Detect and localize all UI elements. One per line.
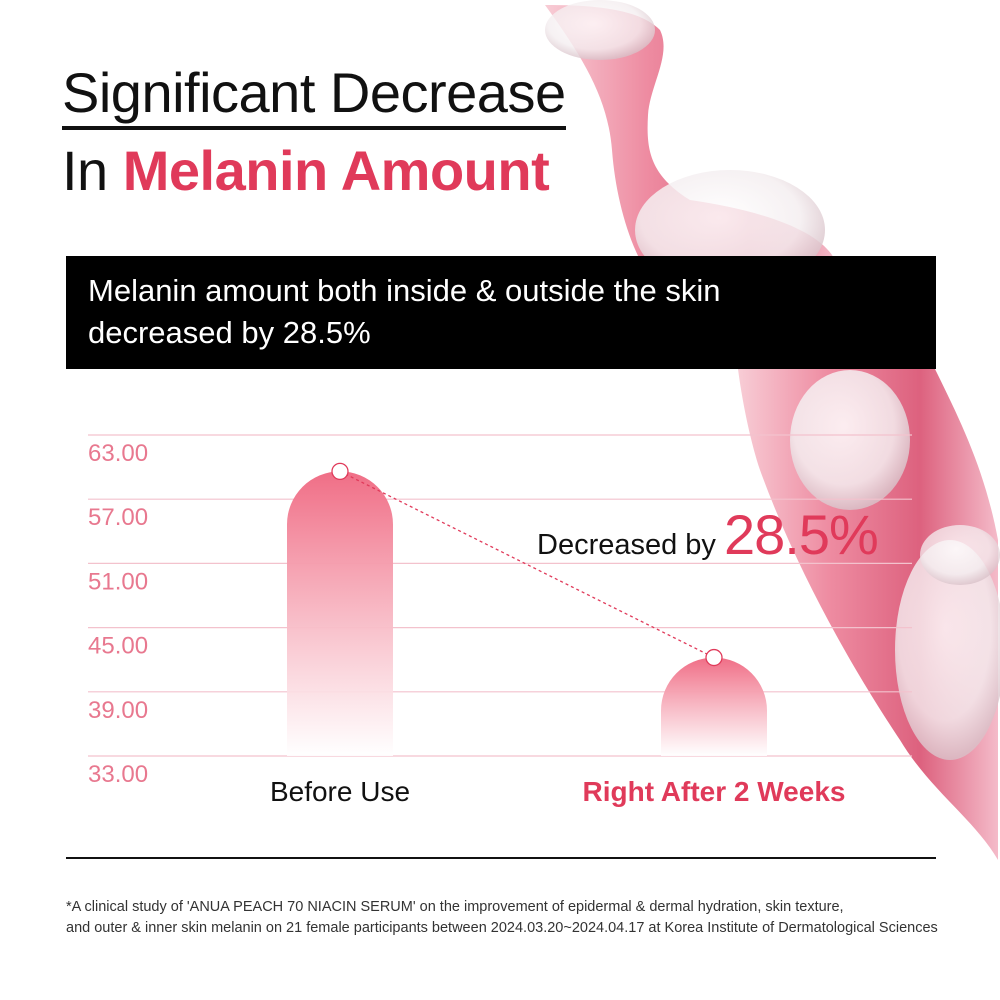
y-tick-label: 45.00 [88,633,148,660]
subtitle-accent: Melanin Amount [122,139,550,202]
footnote-line-1: *A clinical study of 'ANUA PEACH 70 NIAC… [66,899,844,915]
summary-line-1: Melanin amount both inside & outside the… [88,273,721,308]
y-tick-label: 33.00 [88,761,148,788]
summary-box: Melanin amount both inside & outside the… [66,256,936,369]
value-marker-1 [331,462,349,481]
y-tick-label: 39.00 [88,697,148,724]
x-category-label: Before Use [270,776,410,807]
bar-2 [661,657,767,756]
footnote: *A clinical study of 'ANUA PEACH 70 NIAC… [66,897,966,939]
decrease-callout: Decreased by 28.5% [537,502,879,567]
footer-divider [66,857,936,859]
page-title: Significant Decrease [62,62,566,130]
x-category-label: Right After 2 Weeks [583,776,846,807]
footnote-line-2: and outer & inner skin melanin on 21 fem… [66,920,938,936]
summary-line-2: decreased by 28.5% [88,315,371,350]
value-marker-2 [705,648,723,667]
trend-connector [339,470,715,659]
decrease-callout-value: 28.5% [724,503,879,566]
subtitle-prefix: In [62,139,123,202]
y-tick-label: 57.00 [88,504,148,531]
bar-1 [287,471,393,756]
decrease-callout-text: Decreased by [537,529,724,561]
y-tick-label: 63.00 [88,440,148,467]
page-subtitle: In Melanin Amount [62,139,550,202]
y-tick-label: 51.00 [88,568,148,595]
